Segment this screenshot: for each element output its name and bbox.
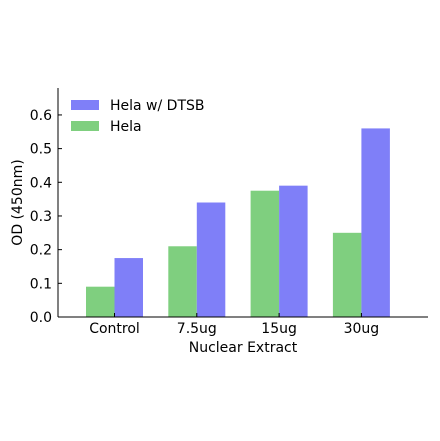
legend: Hela w/ DTSB Hela — [71, 98, 205, 135]
y-tick-label: 0.3 — [30, 209, 52, 225]
legend-label-hela-w-dtsb: Hela w/ DTSB — [110, 98, 205, 114]
x-tick-label: Control — [89, 321, 140, 337]
x-tick-label: 15ug — [261, 321, 297, 337]
legend-label-hela: Hela — [110, 119, 142, 135]
x-tick-label: 7.5ug — [177, 321, 217, 337]
y-tick-label: 0.0 — [30, 310, 52, 326]
bar-hela-w-dtsb-control — [114, 258, 143, 317]
legend-swatch-hela — [71, 121, 99, 131]
bar-hela-w-dtsb-30ug — [361, 128, 390, 317]
plot-area — [86, 128, 390, 317]
y-axis-title: OD (450nm) — [10, 159, 26, 245]
y-tick-label: 0.2 — [30, 243, 52, 259]
bar-hela-30ug — [332, 232, 362, 317]
bar-hela-control — [86, 286, 115, 317]
x-axis-title: Nuclear Extract — [189, 340, 298, 356]
y-tick-label: 0.6 — [30, 108, 52, 124]
y-tick-label: 0.5 — [30, 142, 52, 158]
axes — [57, 88, 428, 318]
bar-hela-15ug — [250, 190, 280, 317]
bar-hela-w-dtsb-15ug — [279, 185, 308, 317]
y-ticks: 0.0 0.1 0.2 0.3 0.4 0.5 0.6 — [30, 108, 62, 326]
bar-hela-7-5ug — [168, 246, 197, 317]
x-ticks: Control 7.5ug 15ug 30ug — [89, 313, 379, 337]
x-tick-label: 30ug — [344, 321, 380, 337]
bar-hela-w-dtsb-7-5ug — [196, 202, 226, 317]
legend-swatch-hela-w-dtsb — [71, 100, 99, 110]
y-tick-label: 0.4 — [30, 175, 52, 191]
y-tick-label: 0.1 — [30, 276, 52, 292]
